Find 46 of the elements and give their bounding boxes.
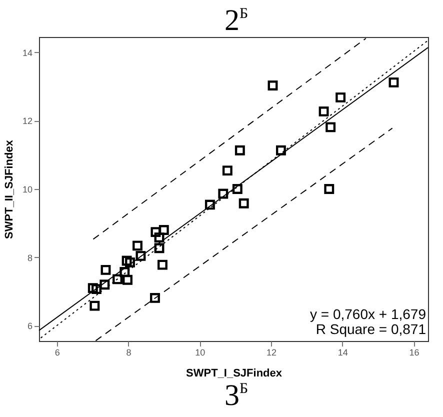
point xyxy=(388,77,399,88)
y-tick-label: 8 xyxy=(27,252,32,263)
x-tick-label: 6 xyxy=(54,348,60,358)
point xyxy=(336,92,346,102)
point xyxy=(154,243,164,254)
point xyxy=(122,274,132,285)
point xyxy=(232,184,242,194)
point xyxy=(150,227,161,238)
x-tick-label: 8 xyxy=(126,348,132,358)
point xyxy=(158,225,169,235)
point xyxy=(204,200,215,210)
point xyxy=(136,250,146,261)
point xyxy=(88,283,98,294)
point xyxy=(234,145,245,156)
point xyxy=(90,300,100,311)
point xyxy=(100,280,110,290)
x-tick-label: 10 xyxy=(195,348,206,358)
point xyxy=(154,232,164,242)
point xyxy=(276,145,286,156)
y-tick-label: 10 xyxy=(22,184,32,194)
point xyxy=(150,292,160,303)
point xyxy=(218,188,228,199)
point xyxy=(112,274,122,284)
point xyxy=(100,264,111,275)
point xyxy=(125,257,135,268)
point xyxy=(120,267,130,277)
point xyxy=(222,166,232,176)
point xyxy=(122,256,132,266)
x-tick-label: 16 xyxy=(409,348,420,358)
y-axis-title: SWPT_II_SJFindex xyxy=(3,139,16,240)
point xyxy=(132,240,142,251)
y-tick-label: 12 xyxy=(22,116,32,126)
point xyxy=(318,106,329,116)
point xyxy=(91,284,102,294)
annotation: y = 0,760x + 1,679 xyxy=(310,306,426,322)
annotation: R Square = 0,871 xyxy=(316,321,426,337)
x-tick-label: 14 xyxy=(338,348,348,358)
point xyxy=(326,122,336,132)
y-tick-label: 6 xyxy=(27,321,32,332)
x-tick-label: 12 xyxy=(266,348,276,358)
point xyxy=(268,80,278,90)
y-tick-label: 14 xyxy=(22,48,32,58)
point xyxy=(324,184,334,194)
point xyxy=(238,198,249,208)
point xyxy=(158,260,168,270)
x-axis-title: SWPT_I_SJFindex xyxy=(186,368,283,380)
